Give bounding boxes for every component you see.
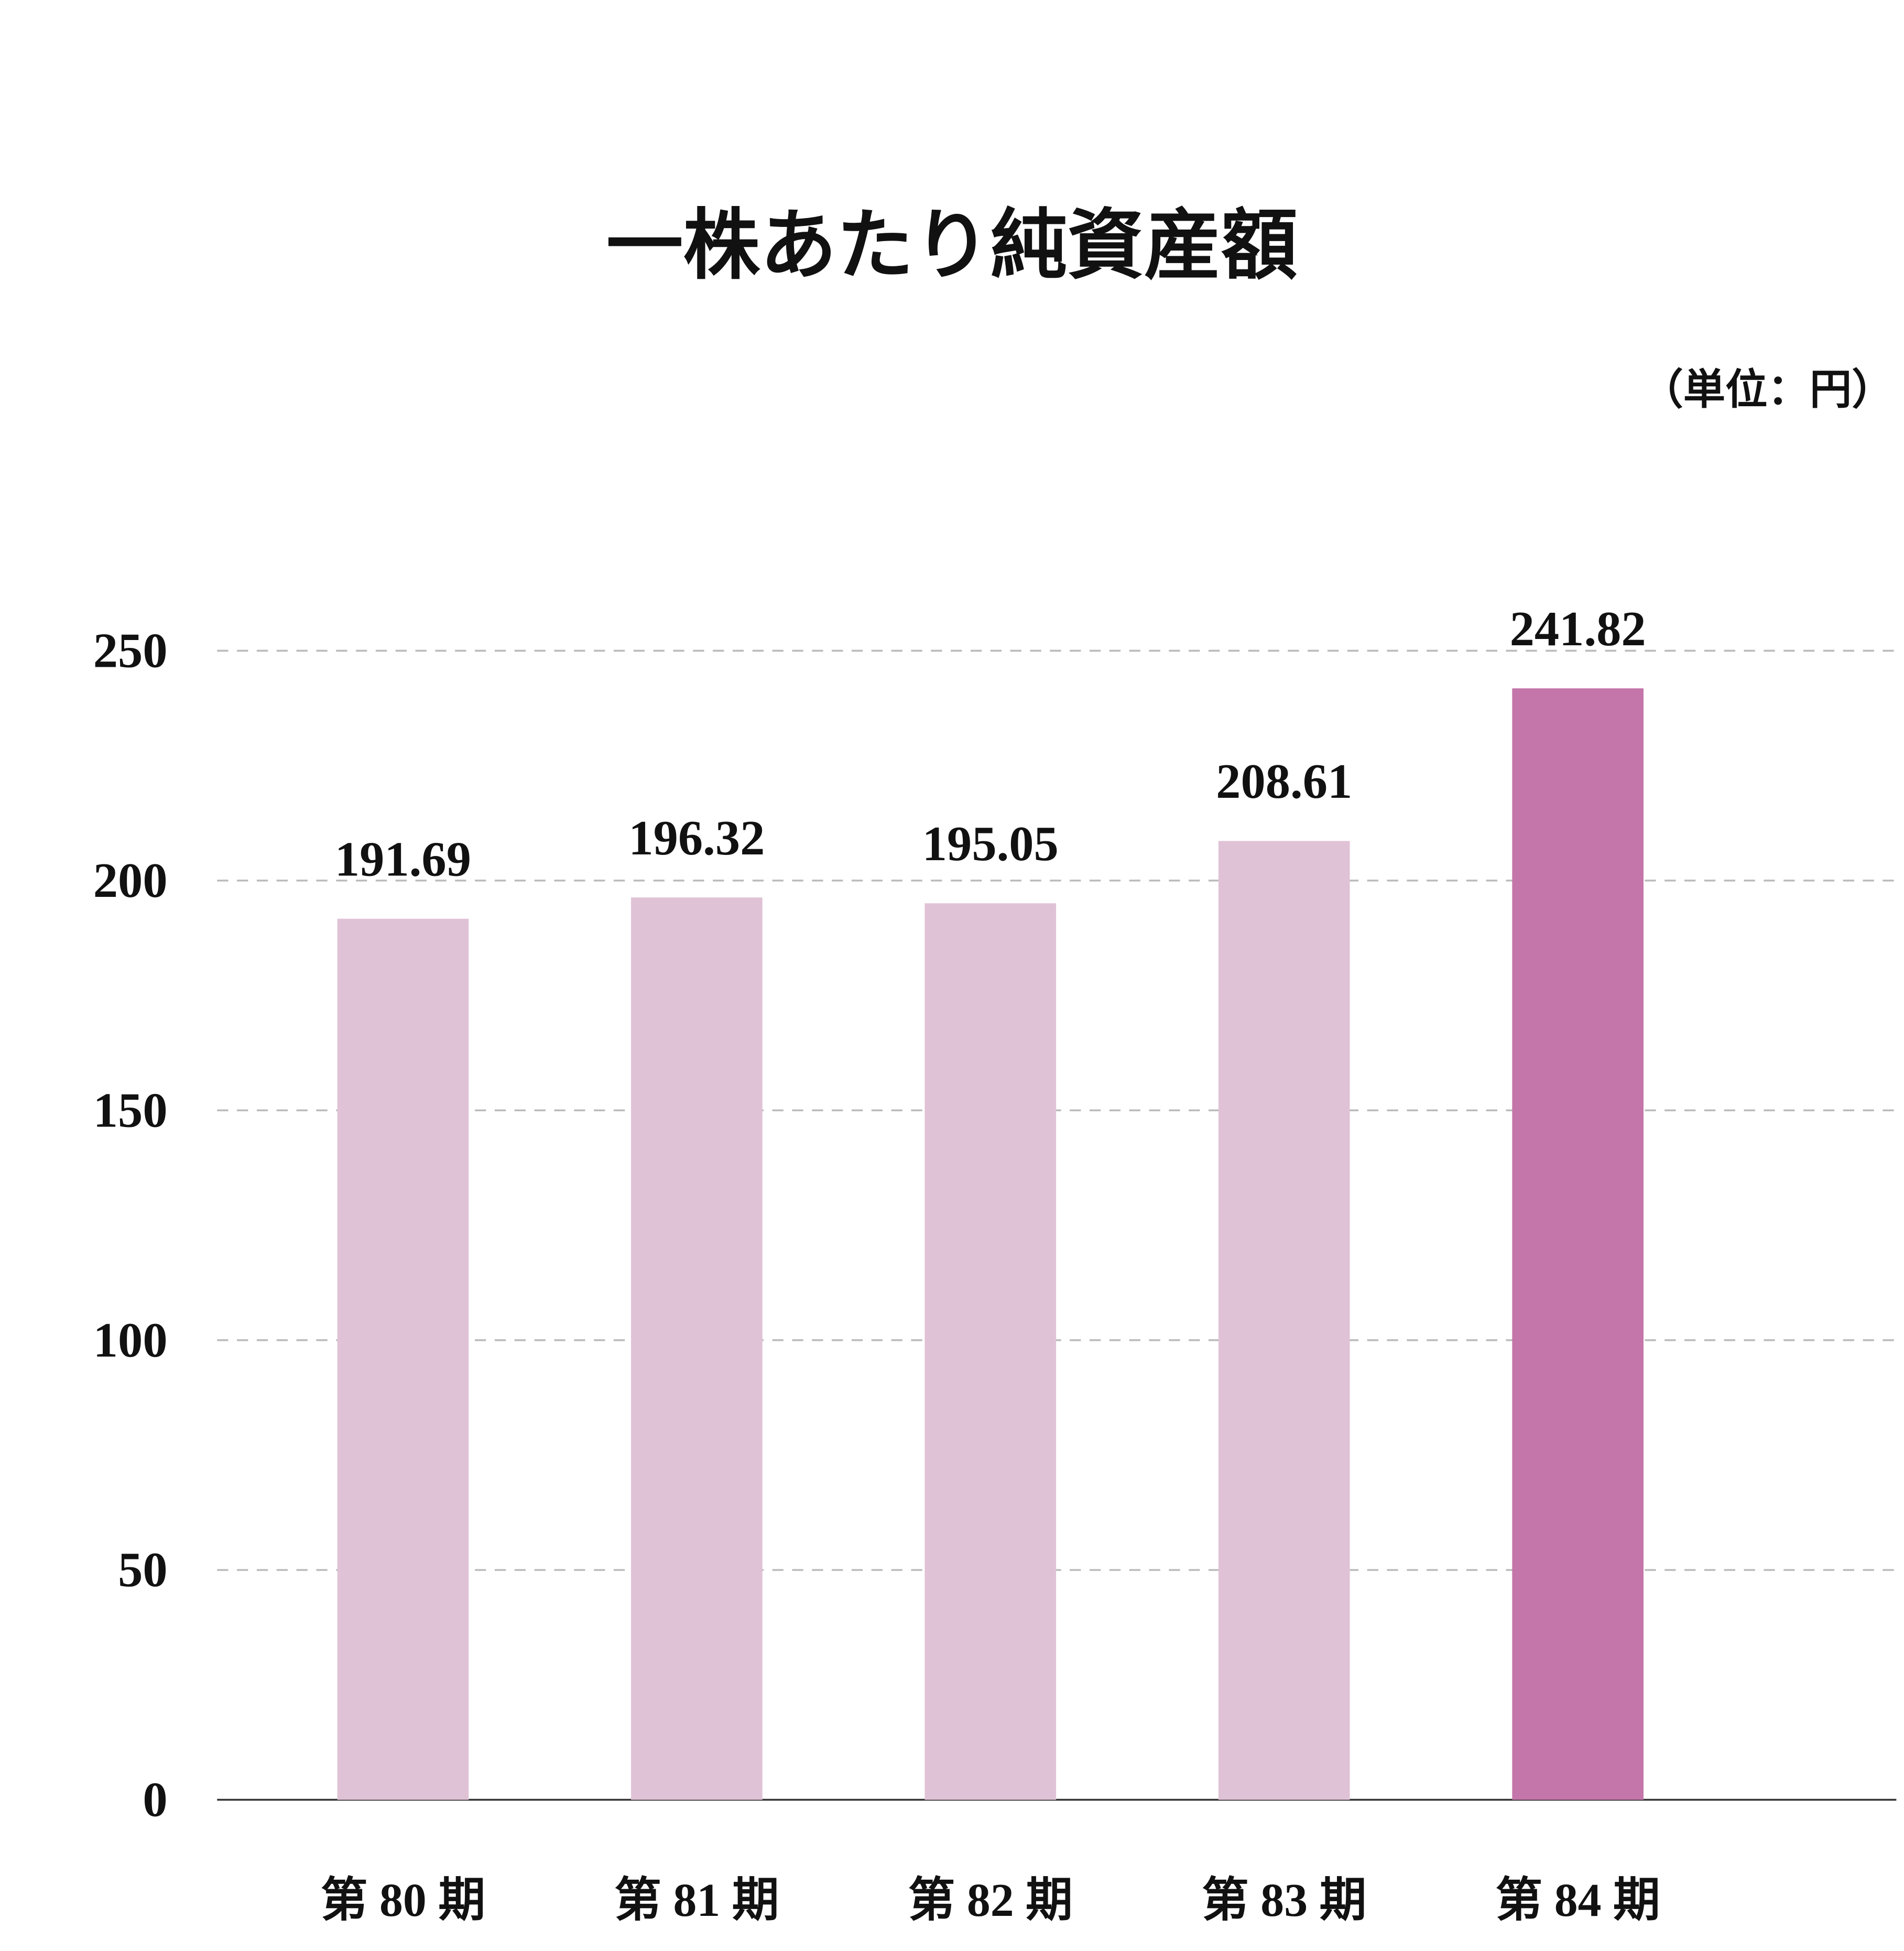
- y-tick-label: 150: [93, 1083, 168, 1137]
- y-tick-label: 100: [93, 1313, 168, 1368]
- data-label: 196.32: [628, 811, 765, 865]
- data-label: 195.05: [922, 817, 1059, 871]
- bar: [1218, 841, 1350, 1800]
- x-tick-label: 第 80 期: [321, 1874, 485, 1926]
- x-tick-label: 第 83 期: [1202, 1874, 1366, 1926]
- data-label: 191.69: [335, 832, 471, 886]
- x-tick-label: 第 84 期: [1495, 1874, 1660, 1926]
- data-label: 208.61: [1216, 754, 1352, 809]
- y-tick-label: 50: [118, 1543, 168, 1597]
- bar: [631, 897, 763, 1800]
- bar: [337, 918, 469, 1800]
- y-tick-label: 250: [93, 624, 168, 678]
- unit-label: （単位：円）: [1641, 366, 1894, 413]
- y-tick-label: 0: [143, 1773, 167, 1827]
- x-tick-label: 第 81 期: [614, 1874, 779, 1926]
- bar: [1512, 688, 1644, 1800]
- data-label: 241.82: [1510, 602, 1646, 656]
- chart-title: 一株あたり純資産額: [606, 203, 1298, 288]
- bar: [924, 903, 1057, 1800]
- y-tick-label: 200: [93, 853, 168, 908]
- x-tick-label: 第 82 期: [908, 1874, 1073, 1926]
